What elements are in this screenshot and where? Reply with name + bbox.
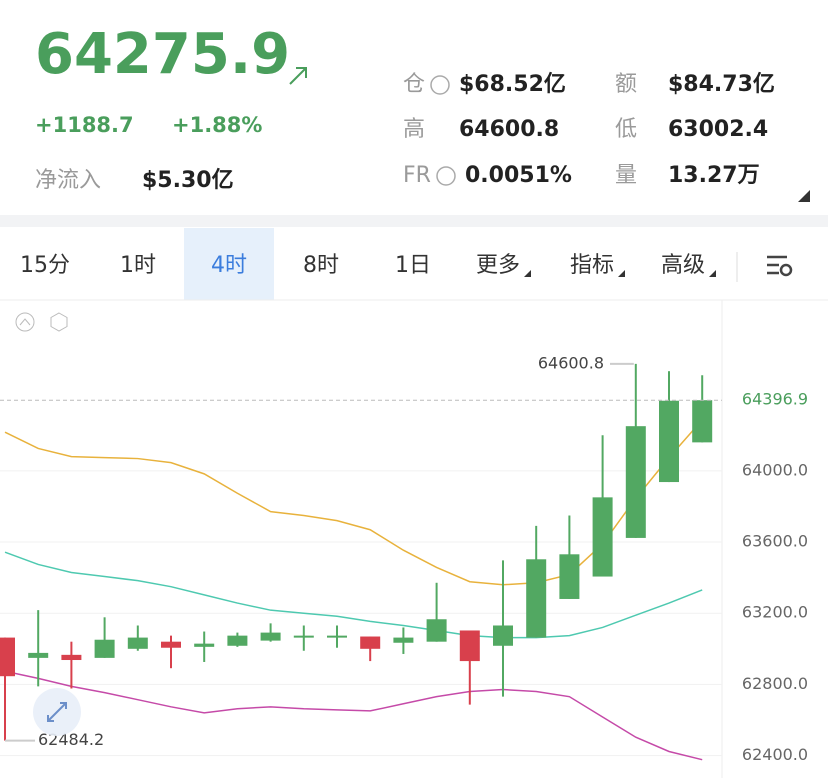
last-price-tag (728, 386, 824, 415)
stat-label: 高 (403, 117, 425, 142)
candle-body (625, 426, 646, 538)
y-tick-label: 63600.0 (742, 532, 808, 551)
tab[interactable]: 15分 (20, 253, 70, 278)
candle-body (0, 637, 15, 677)
stat-value: 0.0051% (465, 163, 572, 188)
candle-body (61, 654, 82, 661)
stat-value: 13.27万 (668, 163, 760, 188)
candle-body (227, 635, 248, 646)
ma-line (4, 670, 703, 761)
candle-body (559, 554, 580, 599)
expand-icon[interactable] (798, 190, 810, 202)
y-tick-label: 63200.0 (742, 603, 808, 622)
tab-bar: 15分 1时 4时 8时 1日 更多 指标 高级 (20, 228, 738, 300)
stat-value: $68.52亿 (459, 72, 566, 97)
help-icon[interactable] (436, 166, 456, 186)
candle-body (161, 641, 181, 648)
candle-body (28, 652, 49, 658)
y-tick-label: 62800.0 (742, 674, 808, 693)
tab[interactable]: 高级 (661, 253, 705, 278)
settings-icon[interactable] (767, 255, 793, 277)
settings-hex[interactable] (50, 312, 68, 332)
tab[interactable]: 8时 (303, 253, 339, 278)
candle-body (692, 400, 713, 443)
tab[interactable]: 4时 (211, 253, 247, 278)
candle-body (459, 630, 480, 662)
price: 64275.9 (35, 22, 290, 87)
ma-line (4, 419, 703, 586)
candle-body (327, 635, 347, 638)
candle-body (526, 559, 547, 638)
tab[interactable]: 指标 (570, 253, 614, 278)
candle-body (194, 643, 215, 647)
stat-label: 量 (615, 163, 637, 188)
candle-body (127, 637, 148, 649)
candle-body (94, 639, 115, 658)
y-tick-label: 64000.0 (742, 460, 808, 479)
stat-label: 仓 (403, 72, 425, 97)
candle-body (260, 632, 281, 641)
candle-body (293, 635, 314, 638)
tab[interactable]: 更多 (476, 253, 520, 278)
change: +1188.7 (35, 113, 134, 137)
stat-label: FR (403, 163, 431, 188)
dropdown-caret (618, 270, 625, 277)
dropdown-caret (524, 270, 531, 277)
stat-label: 低 (615, 117, 637, 142)
candle-body (426, 619, 447, 642)
stat-value: 64600.8 (459, 117, 559, 142)
candle-body (360, 636, 381, 649)
tab[interactable]: 1日 (395, 253, 431, 278)
candle-body (592, 497, 613, 577)
last-price-label: 64396.9 (742, 390, 808, 409)
stat-value: $84.73亿 (668, 72, 775, 97)
chart: 62400.0 62800.0 63200.0 63600.0 64000.0 64396… (0, 353, 824, 764)
collapse-chevron (19, 318, 31, 326)
net-inflow: $5.30亿 (142, 168, 234, 193)
draw-icon (47, 702, 67, 722)
ma-line (4, 551, 703, 639)
up-arrow (289, 67, 307, 85)
candle-body (393, 637, 414, 643)
collapse-icon[interactable] (15, 312, 35, 332)
candle-body (659, 400, 679, 483)
high-label: 64600.8 (538, 353, 604, 372)
stat-value: 63002.4 (668, 117, 768, 142)
net-inflow-label: 净流入 (35, 168, 101, 193)
stat-label: 额 (615, 72, 637, 97)
dropdown-caret (709, 270, 716, 277)
change-pct: +1.88% (172, 113, 262, 137)
tab[interactable]: 1时 (120, 253, 156, 278)
candle-body (493, 625, 513, 646)
y-tick-label: 62400.0 (742, 745, 808, 764)
help-icon[interactable] (430, 75, 450, 95)
tab-active-bg (184, 228, 274, 300)
separator (0, 215, 828, 227)
